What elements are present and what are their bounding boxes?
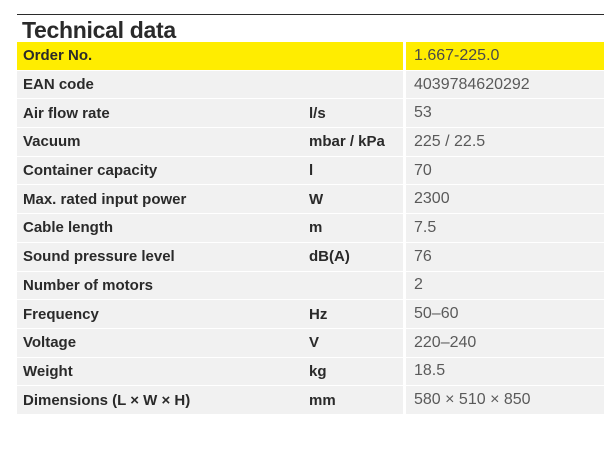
row-unit: l/s: [309, 104, 326, 122]
table-row: EAN code 4039784620292: [17, 70, 604, 100]
row-label: Air flow rate: [23, 104, 110, 122]
row-label: Container capacity: [23, 162, 158, 180]
row-unit: kg: [309, 362, 327, 380]
row-unit: Hz: [309, 305, 328, 323]
row-value: 7.5: [403, 214, 604, 242]
row-value: 53: [403, 99, 604, 128]
row-label: Frequency: [23, 305, 99, 323]
technical-data-table: Order No. 1.667-225.0 EAN code 403978462029…: [17, 42, 604, 415]
row-value: 225 / 22.5: [403, 128, 604, 156]
row-unit: dB(A): [309, 248, 350, 266]
table-row: Dimensions (L × W × H) mm 580 × 510 × 850: [17, 386, 604, 415]
row-value: 50–60: [403, 300, 604, 328]
row-value: 220–240: [403, 328, 604, 357]
section-title: Technical data: [22, 17, 176, 43]
table-row: Sound pressure level dB(A) 76: [17, 242, 604, 272]
row-value: 76: [403, 242, 604, 271]
row-label: Sound pressure level: [23, 248, 175, 266]
row-label: Cable length: [23, 219, 114, 237]
row-value: 2300: [403, 185, 604, 214]
row-unit: m: [309, 219, 323, 237]
row-label: Order No.: [23, 47, 93, 65]
row-unit: mm: [309, 391, 336, 409]
top-divider: [17, 14, 604, 15]
row-value: 70: [403, 156, 604, 185]
row-unit: V: [309, 334, 320, 352]
row-label: Vacuum: [23, 133, 81, 151]
row-label: EAN code: [23, 76, 94, 94]
row-unit: l: [309, 162, 314, 180]
table-row: Max. rated input power W 2300: [17, 185, 604, 215]
row-label: Number of motors: [23, 276, 154, 294]
row-unit: W: [309, 190, 324, 208]
row-label: Weight: [23, 362, 73, 380]
row-value: 580 × 510 × 850: [403, 386, 604, 414]
table-row: Order No. 1.667-225.0: [17, 42, 604, 71]
table-row: Weight kg 18.5: [17, 357, 604, 387]
table-row: Cable length m 7.5: [17, 214, 604, 243]
table-row: Frequency Hz 50–60: [17, 300, 604, 329]
table-row: Number of motors 2: [17, 271, 604, 301]
row-unit: mbar / kPa: [309, 133, 385, 151]
row-value: 2: [403, 271, 604, 300]
table-row: Vacuum mbar / kPa 225 / 22.5: [17, 128, 604, 157]
table-row: Container capacity l 70: [17, 156, 604, 186]
table-row: Air flow rate l/s 53: [17, 99, 604, 129]
row-label: Max. rated input power: [23, 190, 187, 208]
row-value: 4039784620292: [403, 70, 604, 99]
row-value: 18.5: [403, 357, 604, 386]
row-value: 1.667-225.0: [403, 42, 604, 70]
row-label: Voltage: [23, 334, 77, 352]
table-row: Voltage V 220–240: [17, 328, 604, 358]
row-label: Dimensions (L × W × H): [23, 391, 191, 409]
